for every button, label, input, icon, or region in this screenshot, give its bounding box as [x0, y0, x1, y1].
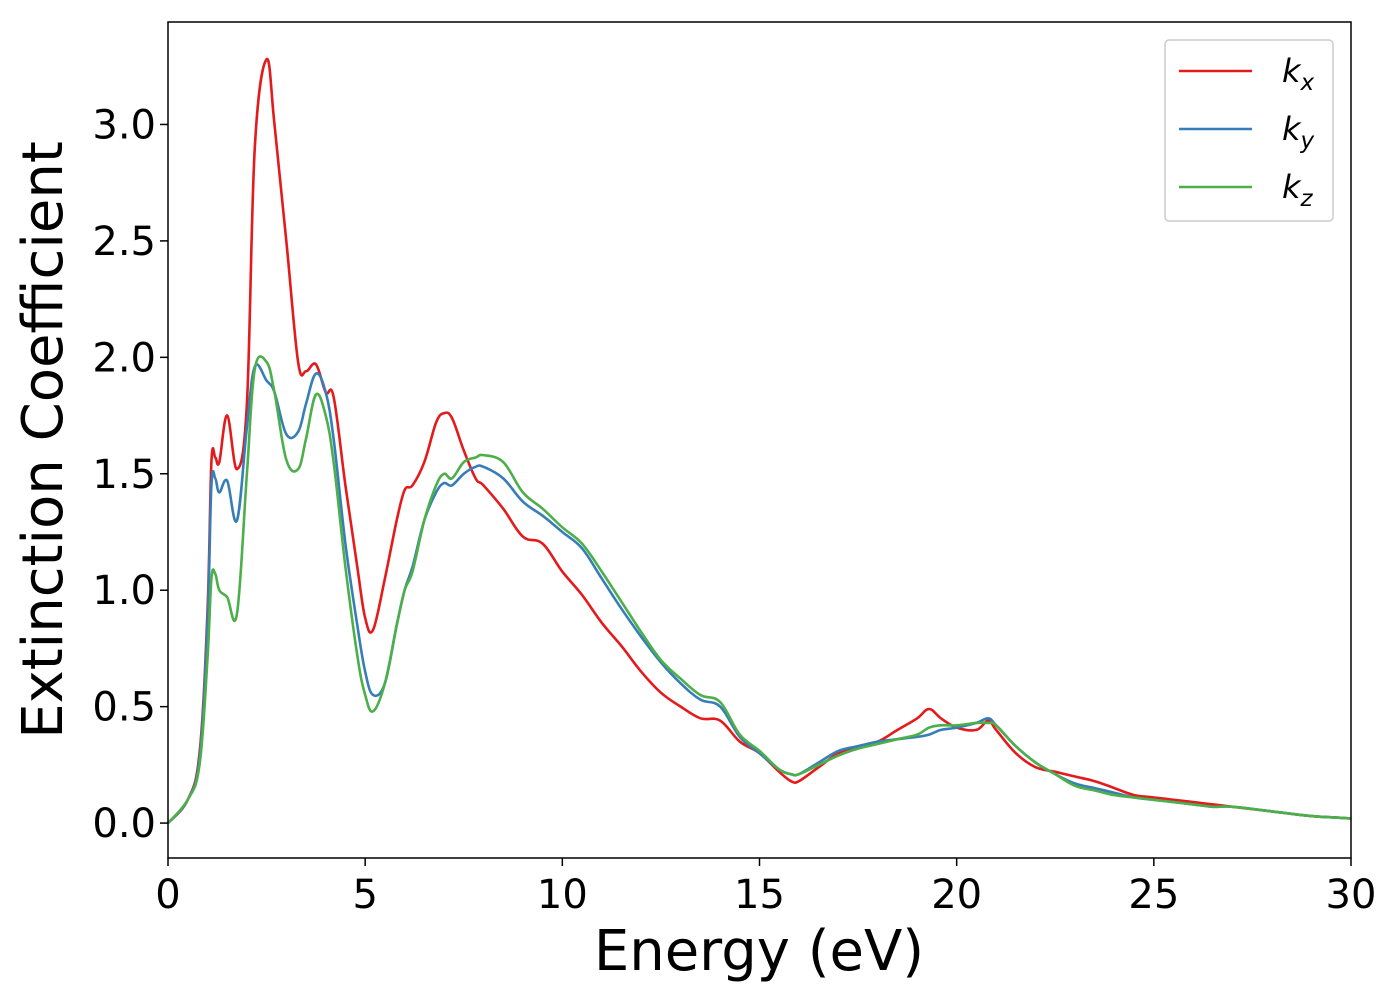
x-axis-ticks: 0 5 10 15 20 25 30 [155, 858, 1376, 918]
y-tick-label: 2.5 [92, 219, 156, 265]
y-tick-label: 3.0 [92, 102, 156, 148]
x-tick-label: 10 [537, 872, 588, 918]
legend-box [1164, 39, 1334, 222]
y-tick-label: 0.5 [92, 685, 156, 731]
x-tick-label: 5 [352, 872, 377, 918]
x-tick-label: 30 [1326, 872, 1377, 918]
y-tick-label: 0.0 [92, 801, 156, 847]
series-layer [167, 57, 1352, 824]
y-tick-label: 1.0 [92, 568, 156, 614]
y-tick-label: 1.5 [92, 452, 156, 498]
series-line-k-x [167, 57, 1352, 824]
x-tick-label: 0 [155, 872, 180, 918]
series-line-k-z [167, 355, 1352, 824]
legend-label-k-z: kz [1282, 168, 1314, 212]
x-tick-label: 25 [1128, 872, 1179, 918]
x-axis-title: Energy (eV) [594, 919, 924, 984]
y-axis-title: Extinction Coefficient [11, 141, 76, 739]
legend-entries: kx ky kz [1179, 52, 1315, 212]
legend-label-k-y: ky [1282, 110, 1315, 154]
y-axis-ticks: 0.0 0.5 1.0 1.5 2.0 2.5 3.0 [92, 102, 168, 847]
series-line-k-y [167, 363, 1352, 824]
y-tick-label: 2.0 [92, 335, 156, 381]
legend-label-k-x: kx [1282, 52, 1315, 96]
legend: kx ky kz [1164, 39, 1334, 222]
x-tick-label: 20 [931, 872, 982, 918]
x-tick-label: 15 [734, 872, 785, 918]
